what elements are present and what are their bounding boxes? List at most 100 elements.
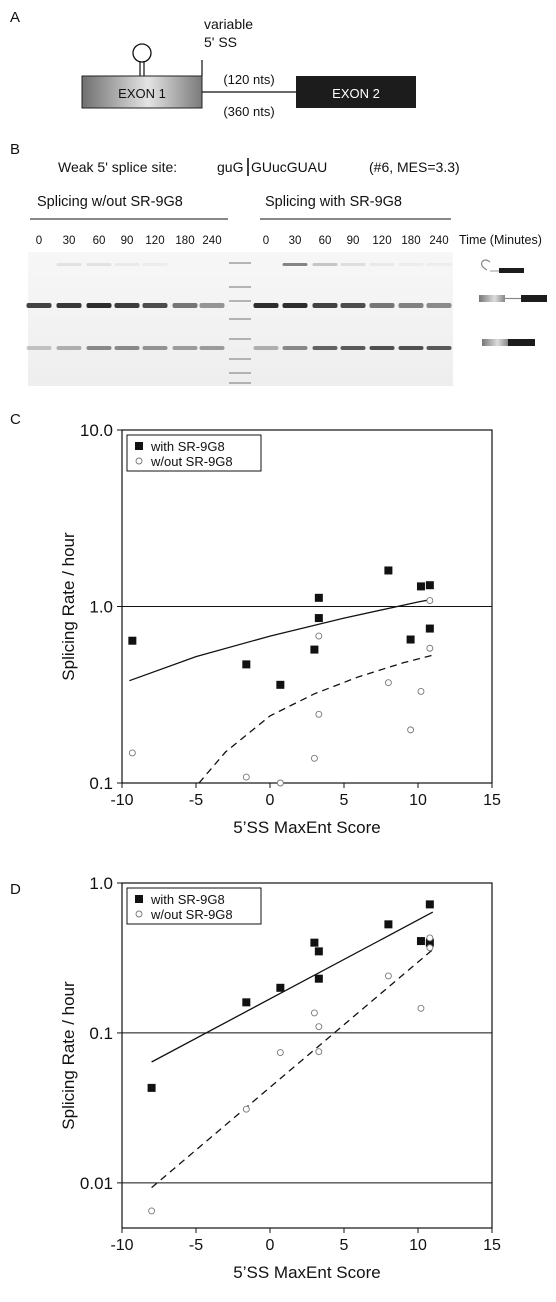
lane-label-left: 180 (175, 235, 194, 247)
data-point-with (416, 582, 425, 591)
mrna-band (199, 346, 225, 350)
x-tick-label: -10 (110, 792, 133, 809)
site-seq-left: guG (217, 159, 243, 175)
legend-marker (135, 457, 143, 465)
lane-label-right: 0 (263, 235, 269, 247)
chart-d: -10 -5 0 5 10 15 0.01 0.1 1.0 5’SS MaxEnt Score Sp… (59, 874, 501, 1282)
panel-c: C -10 -5 0 5 10 15 0.1 1.0 10.0 5’SS MaxEnt Score… (10, 411, 501, 837)
mrna-glyph-icon (482, 339, 535, 346)
lane-label-left: 120 (145, 235, 164, 247)
x-tick-label: 10 (409, 1237, 427, 1254)
data-point-with (406, 635, 415, 644)
legend-label: with SR-9G8 (150, 439, 225, 454)
x-axis-label: 5’SS MaxEnt Score (233, 1263, 380, 1282)
panel-d-letter: D (10, 881, 21, 898)
pre-mrna-band (426, 303, 452, 308)
x-tick-label: -10 (110, 1237, 133, 1254)
lane-label-left: 0 (36, 235, 42, 247)
marker-band (229, 358, 251, 360)
data-point-with (425, 624, 434, 633)
data-point-with (128, 636, 137, 645)
legend-box (126, 887, 262, 925)
mrna-band (398, 346, 424, 350)
y-tick-label: 1.0 (89, 874, 113, 893)
data-point-with (310, 938, 319, 947)
exon1-box (81, 75, 203, 109)
data-point-with (242, 660, 251, 669)
lariat-band (282, 263, 308, 266)
lane-label-right: 180 (401, 235, 420, 247)
mrna-band (369, 346, 395, 350)
data-point-without (417, 688, 425, 695)
panel-b-letter: B (10, 141, 20, 158)
lariat-band (340, 263, 366, 266)
data-point-without (426, 944, 434, 952)
stem-loop-icon (132, 43, 152, 63)
lariat-band (398, 263, 424, 266)
mrna-band (253, 346, 279, 350)
lariat-band (369, 263, 395, 266)
pre-mrna-band (253, 303, 279, 308)
data-point-without (148, 1207, 156, 1215)
gel-right-title: Splicing with SR-9G8 (265, 194, 402, 210)
panel-a: A EXON 1 EXON 2 variable 5' SS (120 nts)… (10, 9, 416, 119)
y-tick-label: 0.01 (80, 1174, 113, 1193)
mrna-band (340, 346, 366, 350)
data-point-without (315, 1048, 323, 1056)
data-point-without (276, 779, 284, 787)
mrna-band (142, 346, 168, 350)
data-point-without (310, 754, 318, 762)
lane-label-left: 90 (121, 235, 134, 247)
mrna-band (56, 346, 82, 350)
mrna-band (426, 346, 452, 350)
time-axis-label: Time (Minutes) (459, 233, 542, 247)
y-tick-label: 0.1 (89, 774, 113, 793)
x-tick-label: 0 (266, 1237, 275, 1254)
marker-band (229, 286, 251, 288)
x-tick-label: 15 (483, 1237, 501, 1254)
y-axis-label: Splicing Rate / hour (59, 981, 78, 1130)
lane-label-right: 60 (319, 235, 332, 247)
mrna-band (312, 346, 338, 350)
mrna-band (114, 346, 140, 350)
data-point-without (310, 1009, 318, 1017)
lane-label-right: 30 (289, 235, 302, 247)
pre-mrna-band (282, 303, 308, 308)
x-axis-label: 5’SS MaxEnt Score (233, 818, 380, 837)
x-tick-label: 10 (409, 792, 427, 809)
pre-mrna-band (56, 303, 82, 308)
y-tick-label: 10.0 (80, 421, 113, 440)
data-point-with (276, 983, 285, 992)
marker-band (229, 262, 251, 264)
panel-d: D -10 -5 0 5 10 15 0.01 0.1 1.0 5’SS MaxEnt Score… (10, 874, 501, 1282)
data-point-with (314, 947, 323, 956)
data-point-with (384, 566, 393, 575)
data-point-without (315, 1023, 323, 1031)
intron-short-label: (120 nts) (223, 72, 274, 87)
y-tick-label: 1.0 (89, 598, 113, 617)
pre-mrna-band (340, 303, 366, 308)
gel-bands (26, 262, 452, 384)
fit-line (129, 598, 433, 682)
data-point-with (314, 593, 323, 602)
legend-box (126, 434, 262, 472)
panel-a-letter: A (10, 9, 20, 26)
data-point-without (384, 679, 392, 687)
pre-mrna-band (26, 303, 52, 308)
chart-c: -10 -5 0 5 10 15 0.1 1.0 10.0 5’SS MaxEnt Score Sp… (59, 421, 501, 837)
pre-mrna-band (114, 303, 140, 308)
data-point-without (276, 1049, 284, 1056)
mrna-band (86, 346, 112, 350)
data-point-with (276, 680, 285, 689)
pre-mrna-band (172, 303, 198, 308)
pre-mrna-band (142, 303, 168, 308)
marker-band (229, 338, 251, 340)
mrna-band (26, 346, 52, 350)
mrna-band (172, 346, 198, 350)
pre-mrna-band (312, 303, 338, 308)
lane-label-right: 240 (429, 235, 448, 247)
data-point-without (426, 644, 434, 652)
mrna-band (282, 346, 308, 350)
intron-long-label: (360 nts) (223, 104, 274, 119)
data-point-with (147, 1083, 156, 1092)
